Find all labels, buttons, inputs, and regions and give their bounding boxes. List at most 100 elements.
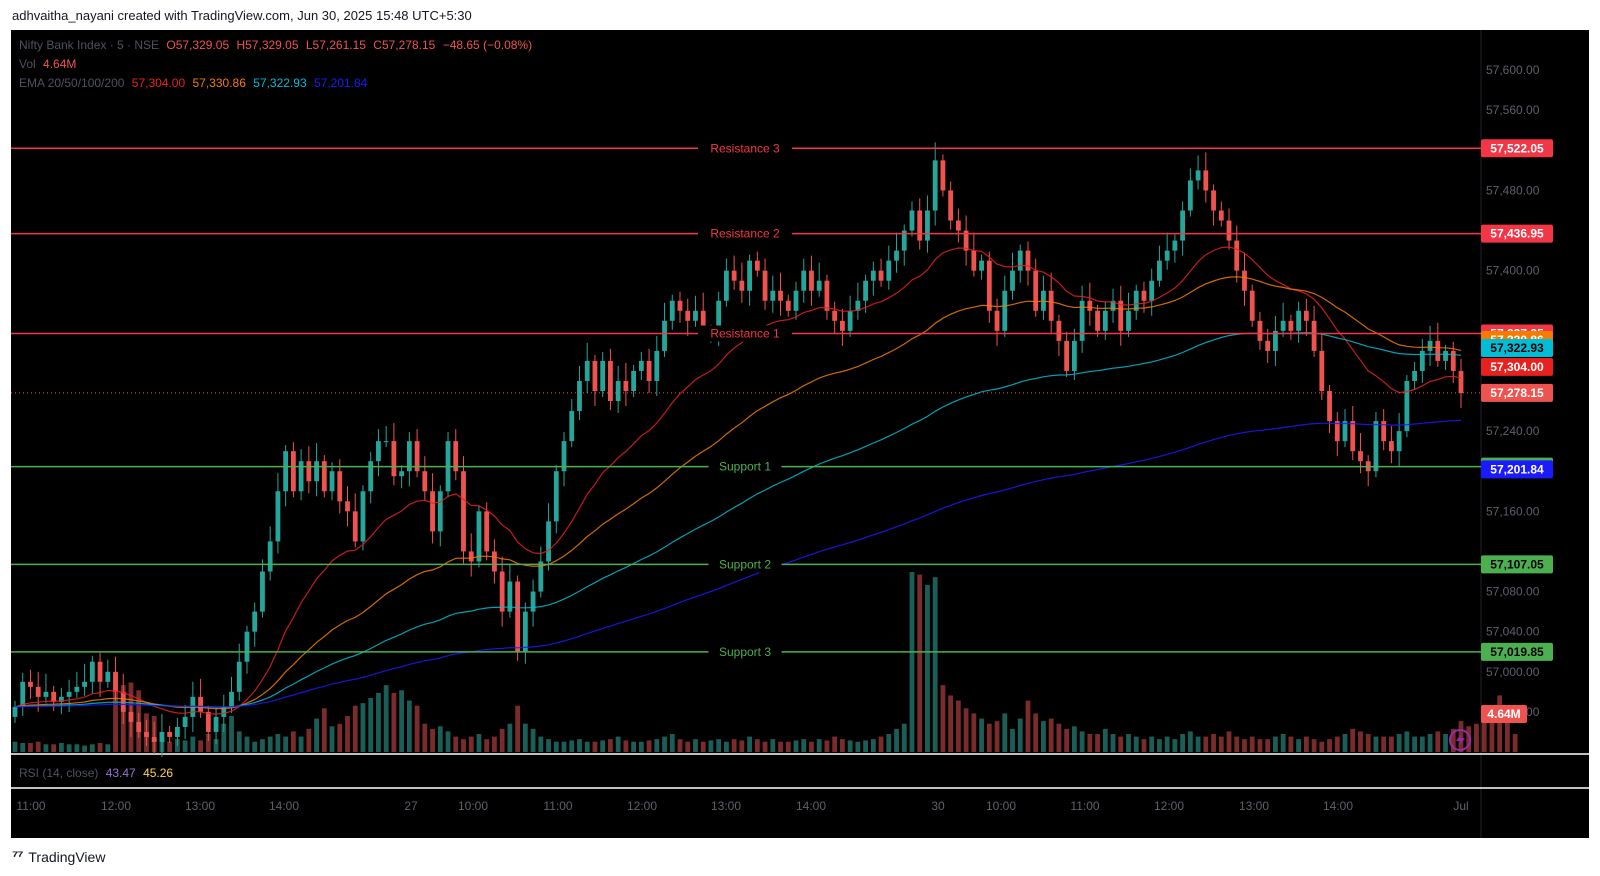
volume-bar [89, 744, 95, 752]
candle-body [35, 686, 41, 697]
volume-bar [74, 744, 80, 752]
volume-bar [824, 740, 830, 752]
volume-bar [1017, 718, 1023, 752]
volume-bar [878, 736, 884, 752]
candle-body [1427, 340, 1433, 351]
candle-body [600, 360, 606, 391]
candle-body [391, 441, 397, 477]
volume-bar [51, 744, 57, 752]
level-label-bg [698, 325, 792, 342]
chart-area[interactable]: 57,600.00 57,560.00 57,480.00 57,400.00 57,2… [11, 30, 1589, 838]
candle-body [561, 441, 567, 472]
candle-body [492, 551, 497, 572]
volume-bar [955, 700, 961, 752]
volume-bar [1296, 739, 1302, 752]
candle-body [167, 731, 173, 737]
volume-bar [221, 723, 227, 752]
x-tick-label: 11:00 [543, 799, 572, 813]
candle-body [971, 250, 977, 271]
candle-body [669, 300, 675, 321]
candle-body [1048, 290, 1054, 321]
volume-bar [205, 734, 211, 752]
volume-bar [1458, 721, 1464, 752]
volume-bar [716, 739, 722, 752]
candle-body [994, 310, 1000, 331]
volume-bar [182, 740, 188, 752]
volume-bar [167, 741, 173, 752]
volume-bar [654, 739, 660, 752]
level-label-bg [698, 140, 792, 157]
candle-body [437, 491, 443, 532]
volume-bar [507, 723, 513, 752]
volume-bar [600, 740, 606, 752]
candle-body [368, 461, 374, 492]
candle-body [878, 270, 884, 281]
volume-bar [793, 740, 799, 752]
volume-bar [809, 741, 814, 752]
volume-bar [1110, 734, 1116, 752]
candle-body [252, 611, 258, 632]
volume-bar [901, 723, 907, 752]
volume-bar [337, 723, 343, 752]
volume-bar [747, 736, 752, 752]
candle-body [1404, 380, 1410, 432]
volume-bar [492, 736, 497, 752]
level-price-tag [1481, 139, 1553, 158]
change-value: −48.65 (−0.08%) [442, 38, 533, 52]
x-tick-label: 12:00 [1154, 799, 1184, 813]
volume-bar [1071, 726, 1077, 752]
x-tick-label: 14:00 [269, 799, 299, 813]
candlestick-chart[interactable]: 57,600.00 57,560.00 57,480.00 57,400.00 57,2… [11, 30, 1589, 838]
volume-bar [1389, 736, 1394, 752]
candle-body [461, 471, 466, 552]
candle-body [1342, 421, 1348, 442]
volume-bar [1180, 734, 1186, 752]
candle-body [646, 360, 652, 381]
candle-body [74, 686, 80, 692]
volume-bar [1056, 723, 1062, 752]
candle-body [785, 300, 791, 311]
ema20-value: 57,304.00 [131, 76, 186, 90]
volume-bar [584, 741, 590, 752]
volume-bar [685, 741, 691, 752]
volume-bar [1087, 734, 1093, 752]
candle-body [1412, 370, 1418, 381]
candle-body [1296, 310, 1302, 331]
volume-bar [700, 741, 706, 752]
volume-bar [1419, 736, 1425, 752]
candle-body [1095, 310, 1100, 331]
volume-bar [724, 741, 729, 752]
candle-body [631, 370, 637, 391]
volume-bar [839, 739, 845, 752]
volume-bar [1141, 739, 1147, 752]
candle-body [290, 451, 296, 492]
volume-bar [832, 736, 838, 752]
volume-bar [58, 743, 64, 752]
level-price-tag [1481, 555, 1553, 574]
candle-body [1102, 310, 1108, 331]
candle-body [1311, 320, 1317, 351]
candle-body [901, 230, 907, 251]
volume-bar [484, 739, 490, 752]
volume-value: 4.64M [43, 57, 77, 71]
volume-bar [468, 736, 474, 752]
volume-bar [275, 734, 281, 752]
ema50-value: 57,330.86 [192, 76, 246, 90]
candle-body [1419, 350, 1425, 371]
candle-body [793, 290, 799, 311]
candle-body [1017, 250, 1023, 271]
volume-bar [522, 723, 528, 752]
candle-body [700, 310, 706, 331]
candle-body [406, 441, 412, 472]
volume-bar [360, 703, 366, 752]
candle-body [1141, 290, 1147, 301]
volume-bar [801, 739, 807, 752]
volume-bar [1412, 736, 1418, 752]
volume-bar [1466, 726, 1472, 752]
volume-bar [1079, 731, 1085, 752]
candle-body [213, 716, 219, 732]
candle-body [283, 451, 289, 492]
candle-body [1234, 240, 1240, 271]
candle-body [267, 541, 273, 572]
candle-body [484, 511, 490, 552]
